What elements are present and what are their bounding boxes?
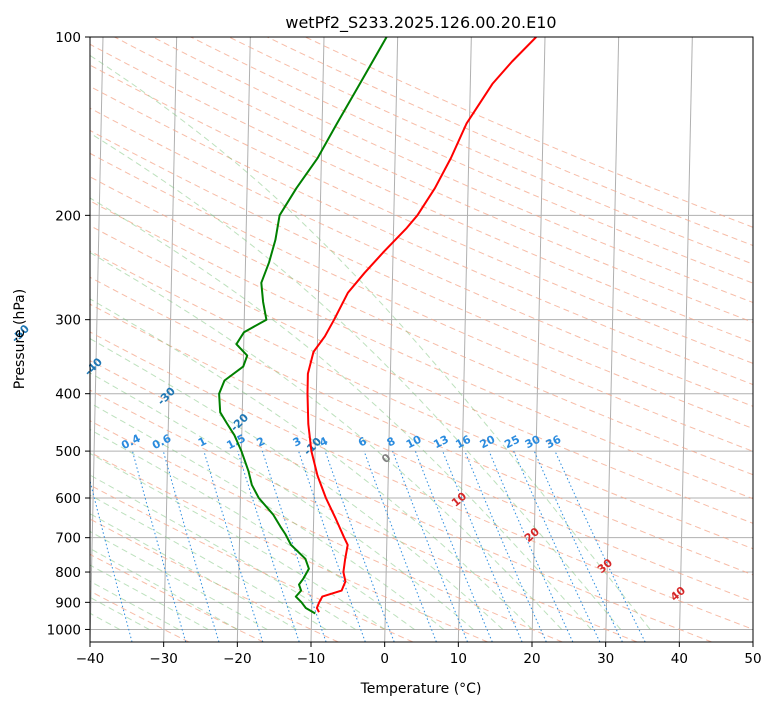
mixing-ratio-line [442,450,523,642]
isotherm-line [457,37,472,642]
plot-background [90,37,753,642]
mixing-ratio-label: 10 [404,433,424,452]
x-tick-label: 20 [523,651,540,667]
dry-adiabat-line [90,152,753,452]
x-tick-label: −30 [149,651,178,667]
moist-adiabat-line [90,132,622,630]
y-tick-label: 900 [55,595,81,611]
dry-adiabat-line [90,420,563,642]
isotherm-line [90,37,104,642]
plot-frame [89,36,754,643]
y-tick-label: 400 [55,387,81,403]
moist-adiabat-line [90,372,474,630]
moist-adiabat-line [90,402,445,630]
profiles [218,37,537,615]
x-tick-label: −20 [223,651,252,667]
moist-adiabat-line [90,54,651,630]
mixing-ratio-line [488,450,574,642]
dry-adiabat-line [90,225,753,524]
moist-adiabat-line [90,452,386,630]
x-tick-label: 50 [744,651,761,667]
y-tick-label: 800 [55,565,81,581]
mixing-ratio-line [464,450,547,642]
mixing-ratio-line [90,479,133,642]
x-tick-label: −10 [297,651,326,667]
isotherm-line [605,37,620,642]
moist-adiabat-line [90,513,297,630]
mixing-ratio-line [162,450,220,642]
x-tick-label: 40 [671,651,688,667]
y-tick-label: 300 [55,313,81,329]
isotherm-line [384,37,399,642]
dry-adiabat-line [90,129,753,430]
profile-line [306,37,537,613]
isotherm-line [163,37,178,642]
mixing-ratio-line [203,450,264,642]
mixing-ratio-line [132,450,187,642]
mixing-ratio-line [324,450,395,642]
moist-adiabat-line [90,197,592,630]
dry-adiabat-line [90,276,753,576]
dry-adiabat-line [90,85,753,386]
mixing-ratio-line [392,450,468,642]
dry-adiabat-line [90,43,753,344]
dry-adiabat-line [190,37,753,284]
mixing-ratio-label: 16 [453,433,473,452]
x-axis-label: Temperature (°C) [360,681,482,697]
moist-adiabat-line [90,298,533,630]
moist-adiabat-line [90,428,415,630]
mixing-ratio-label: 20 [478,433,498,452]
mixing-ratio-line [237,450,300,642]
dry-adiabat-line [152,37,753,304]
moist-adiabat-line [90,338,504,630]
dry-adiabat-line [90,518,339,642]
isotherm-line [752,618,753,642]
mixing-ratio-label: 13 [431,433,451,452]
mixing-ratio-line [414,450,493,642]
dry-adiabat-line [305,37,753,228]
dry-adiabat-line [90,331,753,630]
y-tick-label: 100 [55,30,81,46]
chart-title: wetPf2_S233.2025.126.00.20.E10 [285,13,556,33]
dry-adiabat-line [90,176,753,476]
dry-adiabat-line [90,303,753,603]
x-tick-label: 10 [450,651,467,667]
x-axis-ticks: −40 −30 −20 −10 0 10 20 30 40 50 [76,642,762,667]
x-tick-label: 30 [597,651,614,667]
dry-adiabat-line [90,200,753,500]
x-tick-label: −40 [76,651,105,667]
dry-adiabat-line [90,107,753,407]
moist-adiabat-line [90,530,268,630]
moist-adiabat-line [90,494,327,630]
isotherm-line [678,37,693,642]
mixing-ratio-label: 25 [502,433,522,452]
y-axis-ticks: 100 200 300 400 500 600 700 800 900 1000 [47,30,90,638]
mixing-ratio-label: 36 [544,433,564,452]
y-tick-label: 700 [55,531,81,547]
dry-adiabat-line [114,37,753,323]
isotherm-line [236,37,251,642]
x-tick-label: 0 [380,651,389,667]
y-axis-label: Pressure (hPa) [12,289,28,389]
y-tick-label: 600 [55,491,81,507]
dry-adiabat-line [90,64,753,364]
dry-adiabat-line [90,250,753,550]
y-tick-label: 200 [55,208,81,224]
profile-line [218,37,388,615]
dry-adiabat-line [266,37,753,247]
y-tick-label: 1000 [47,622,81,638]
background-lines [90,37,753,642]
mixing-ratio-line [261,450,327,642]
mixing-ratio-line [298,450,366,642]
mixing-ratio-line [363,450,437,642]
mixing-ratio-label: 30 [523,433,543,452]
dry-adiabat-line [228,37,753,265]
y-tick-label: 500 [55,444,81,460]
